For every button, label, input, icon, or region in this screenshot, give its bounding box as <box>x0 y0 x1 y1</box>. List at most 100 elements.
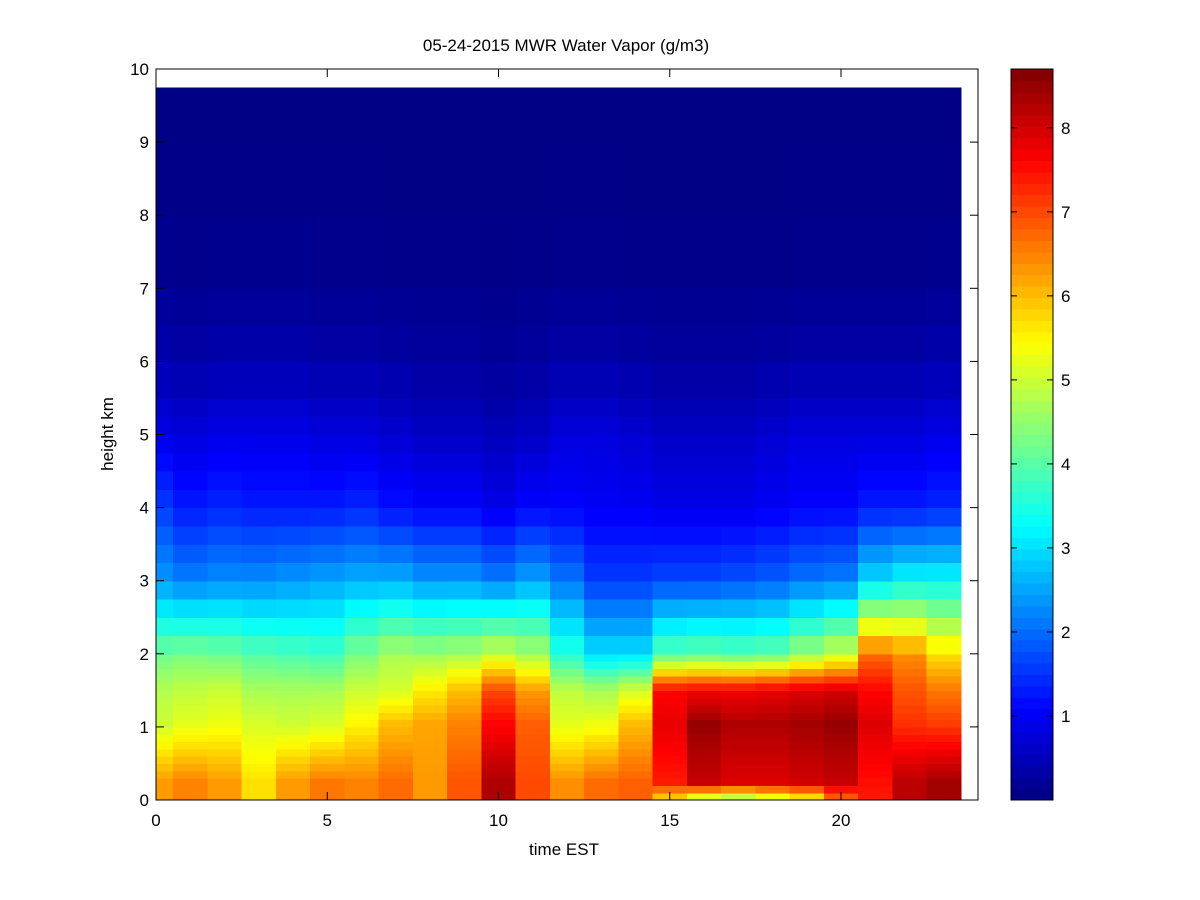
heatmap-cell <box>892 416 928 436</box>
heatmap-cell <box>584 361 619 399</box>
heatmap-cell <box>344 683 380 691</box>
heatmap-cell <box>584 288 619 326</box>
heatmap-cell <box>652 661 688 670</box>
heatmap-cell <box>241 668 277 677</box>
heatmap-cell <box>652 635 688 655</box>
heatmap-cell <box>823 690 859 699</box>
heatmap-cell <box>686 653 722 662</box>
heatmap-cell <box>447 489 482 509</box>
heatmap-cell <box>755 770 791 779</box>
colorbar-swatch <box>1011 708 1053 721</box>
heatmap-cell <box>156 748 174 757</box>
heatmap-cell <box>549 741 585 750</box>
heatmap-cell <box>755 778 791 786</box>
heatmap-cell <box>412 142 448 216</box>
heatmap-cell <box>515 726 551 735</box>
heatmap-cell <box>447 215 482 289</box>
heatmap-cell <box>858 792 893 801</box>
heatmap-cell <box>892 580 928 600</box>
heatmap-cell <box>156 324 174 362</box>
heatmap-cell <box>926 719 962 728</box>
heatmap-cell <box>241 785 277 794</box>
heatmap-cell <box>789 598 825 618</box>
heatmap-cell <box>515 778 551 786</box>
heatmap-cell <box>275 434 311 454</box>
heatmap-cell <box>618 397 654 417</box>
heatmap-cell <box>156 580 174 600</box>
heatmap-cell <box>858 653 893 662</box>
heatmap-cell <box>275 719 311 728</box>
heatmap-cell <box>447 785 482 794</box>
heatmap-cell <box>926 726 962 735</box>
heatmap-cell <box>156 785 174 794</box>
heatmap-cell <box>926 668 962 677</box>
colorbar-swatch <box>1011 354 1053 367</box>
heatmap-cell <box>344 635 380 655</box>
heatmap-cell <box>241 142 277 216</box>
heatmap-cell <box>344 653 380 662</box>
heatmap-cell <box>686 675 722 684</box>
heatmap-cell <box>481 324 517 362</box>
heatmap-cell <box>515 690 551 699</box>
heatmap-cell <box>652 726 688 735</box>
heatmap-cell <box>686 668 722 677</box>
heatmap-cell <box>823 598 859 618</box>
heatmap-cell <box>344 397 380 417</box>
heatmap-cell <box>652 544 688 564</box>
heatmap-cell <box>721 683 756 691</box>
heatmap-cell <box>275 635 311 655</box>
heatmap-cell <box>378 785 414 794</box>
heatmap-cell <box>789 741 825 750</box>
heatmap-cell <box>823 675 859 684</box>
heatmap-cell <box>344 87 380 143</box>
heatmap-cell <box>207 434 243 454</box>
heatmap-cell <box>823 580 859 600</box>
colorbar-swatch <box>1011 445 1053 458</box>
heatmap-cell <box>823 416 859 436</box>
heatmap-cell <box>789 719 825 728</box>
heatmap-cell <box>549 562 585 582</box>
heatmap-cell <box>789 434 825 454</box>
colorbar-swatch <box>1011 263 1053 276</box>
colorbar-swatch <box>1011 183 1053 196</box>
heatmap-cell <box>858 87 893 143</box>
heatmap-cell <box>173 544 208 564</box>
heatmap-cell <box>481 471 517 490</box>
heatmap-cell <box>378 635 414 655</box>
heatmap-cell <box>686 544 722 564</box>
colorbar-swatch <box>1011 640 1053 653</box>
heatmap-cell <box>310 763 345 772</box>
heatmap-cell <box>173 675 208 684</box>
heatmap-cell <box>275 489 311 509</box>
heatmap-cell <box>652 690 688 699</box>
heatmap-cell <box>378 452 414 472</box>
heatmap-cell <box>721 598 756 618</box>
heatmap-cell <box>515 719 551 728</box>
heatmap-cell <box>584 562 619 582</box>
heatmap-cell <box>156 142 174 216</box>
heatmap-cell <box>378 471 414 490</box>
heatmap-cell <box>241 452 277 472</box>
heatmap-cell <box>858 763 893 772</box>
heatmap-cell <box>721 770 756 779</box>
heatmap-cell <box>926 288 962 326</box>
heatmap-cell <box>481 726 517 735</box>
heatmap-cell <box>412 778 448 786</box>
heatmap-cell <box>344 712 380 721</box>
heatmap-cell <box>241 525 277 545</box>
heatmap-cell <box>755 471 791 490</box>
heatmap-cell <box>344 675 380 684</box>
heatmap-cell <box>789 562 825 582</box>
heatmap-cell <box>378 544 414 564</box>
heatmap-cell <box>755 741 791 750</box>
heatmap-cell <box>344 507 380 527</box>
heatmap-cell <box>207 778 243 786</box>
colorbar-swatch <box>1011 274 1053 287</box>
heatmap-cell <box>892 719 928 728</box>
heatmap-cell <box>412 434 448 454</box>
heatmap-cell <box>652 763 688 772</box>
heatmap-cell <box>755 675 791 684</box>
heatmap-cell <box>344 580 380 600</box>
colorbar-swatch <box>1011 537 1053 550</box>
y-tick-label: 1 <box>140 718 149 737</box>
